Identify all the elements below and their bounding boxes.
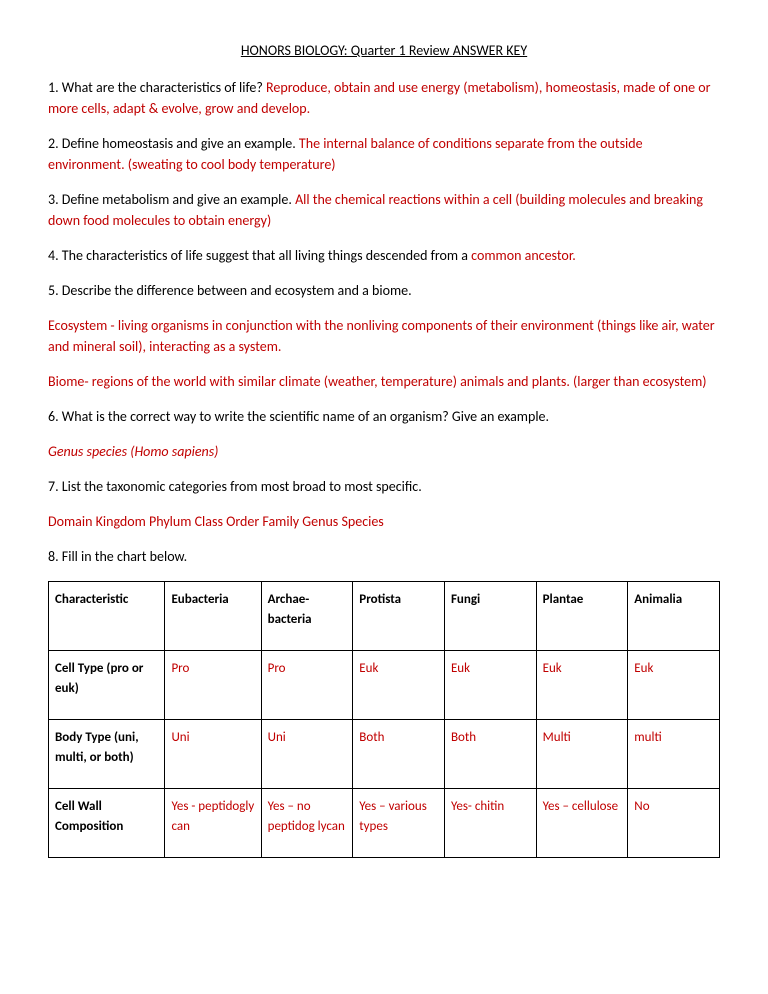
- q3-text: 3. Define metabolism and give an example…: [48, 191, 295, 208]
- cell: Both: [444, 720, 536, 789]
- table-row: Cell Wall Composition Yes - peptidogly c…: [49, 789, 720, 858]
- q6-answer: Genus species (Homo sapiens): [48, 441, 720, 462]
- cell: Yes – various types: [353, 789, 445, 858]
- cell: Both: [353, 720, 445, 789]
- th-protista: Protista: [353, 582, 445, 651]
- row-label: Cell Wall Composition: [49, 789, 165, 858]
- cell: Yes- chitin: [444, 789, 536, 858]
- cell: Euk: [353, 651, 445, 720]
- row-label: Cell Type (pro or euk): [49, 651, 165, 720]
- table-row: Cell Type (pro or euk) Pro Pro Euk Euk E…: [49, 651, 720, 720]
- question-3: 3. Define metabolism and give an example…: [48, 189, 720, 231]
- table-row: Body Type (uni, multi, or both) Uni Uni …: [49, 720, 720, 789]
- th-fungi: Fungi: [444, 582, 536, 651]
- th-archaebacteria: Archae-bacteria: [261, 582, 353, 651]
- page-title: HONORS BIOLOGY: Quarter 1 Review ANSWER …: [48, 40, 720, 61]
- cell: Uni: [165, 720, 261, 789]
- q1-text: 1. What are the characteristics of life?: [48, 79, 266, 96]
- q4-text: 4. The characteristics of life suggest t…: [48, 247, 471, 264]
- cell: Uni: [261, 720, 353, 789]
- cell: Yes – no peptidog lycan: [261, 789, 353, 858]
- cell: Euk: [536, 651, 628, 720]
- q7-answer: Domain Kingdom Phylum Class Order Family…: [48, 511, 720, 532]
- th-eubacteria: Eubacteria: [165, 582, 261, 651]
- table-header-row: Characteristic Eubacteria Archae-bacteri…: [49, 582, 720, 651]
- question-2: 2. Define homeostasis and give an exampl…: [48, 133, 720, 175]
- question-8: 8. Fill in the chart below.: [48, 546, 720, 567]
- q5-answer-2: Biome- regions of the world with similar…: [48, 371, 720, 392]
- th-characteristic: Characteristic: [49, 582, 165, 651]
- cell: Yes - peptidogly can: [165, 789, 261, 858]
- question-1: 1. What are the characteristics of life?…: [48, 77, 720, 119]
- q5-answer-1: Ecosystem - living organisms in conjunct…: [48, 315, 720, 357]
- cell: Euk: [444, 651, 536, 720]
- cell: Pro: [165, 651, 261, 720]
- cell: Pro: [261, 651, 353, 720]
- question-7: 7. List the taxonomic categories from mo…: [48, 476, 720, 497]
- row-label: Body Type (uni, multi, or both): [49, 720, 165, 789]
- q2-text: 2. Define homeostasis and give an exampl…: [48, 135, 299, 152]
- question-4: 4. The characteristics of life suggest t…: [48, 245, 720, 266]
- question-5: 5. Describe the difference between and e…: [48, 280, 720, 301]
- cell: Yes – cellulose: [536, 789, 628, 858]
- cell: Multi: [536, 720, 628, 789]
- cell: No: [628, 789, 720, 858]
- cell: multi: [628, 720, 720, 789]
- question-6: 6. What is the correct way to write the …: [48, 406, 720, 427]
- characteristics-table: Characteristic Eubacteria Archae-bacteri…: [48, 581, 720, 858]
- cell: Euk: [628, 651, 720, 720]
- q4-answer: common ancestor.: [471, 247, 576, 264]
- th-plantae: Plantae: [536, 582, 628, 651]
- th-animalia: Animalia: [628, 582, 720, 651]
